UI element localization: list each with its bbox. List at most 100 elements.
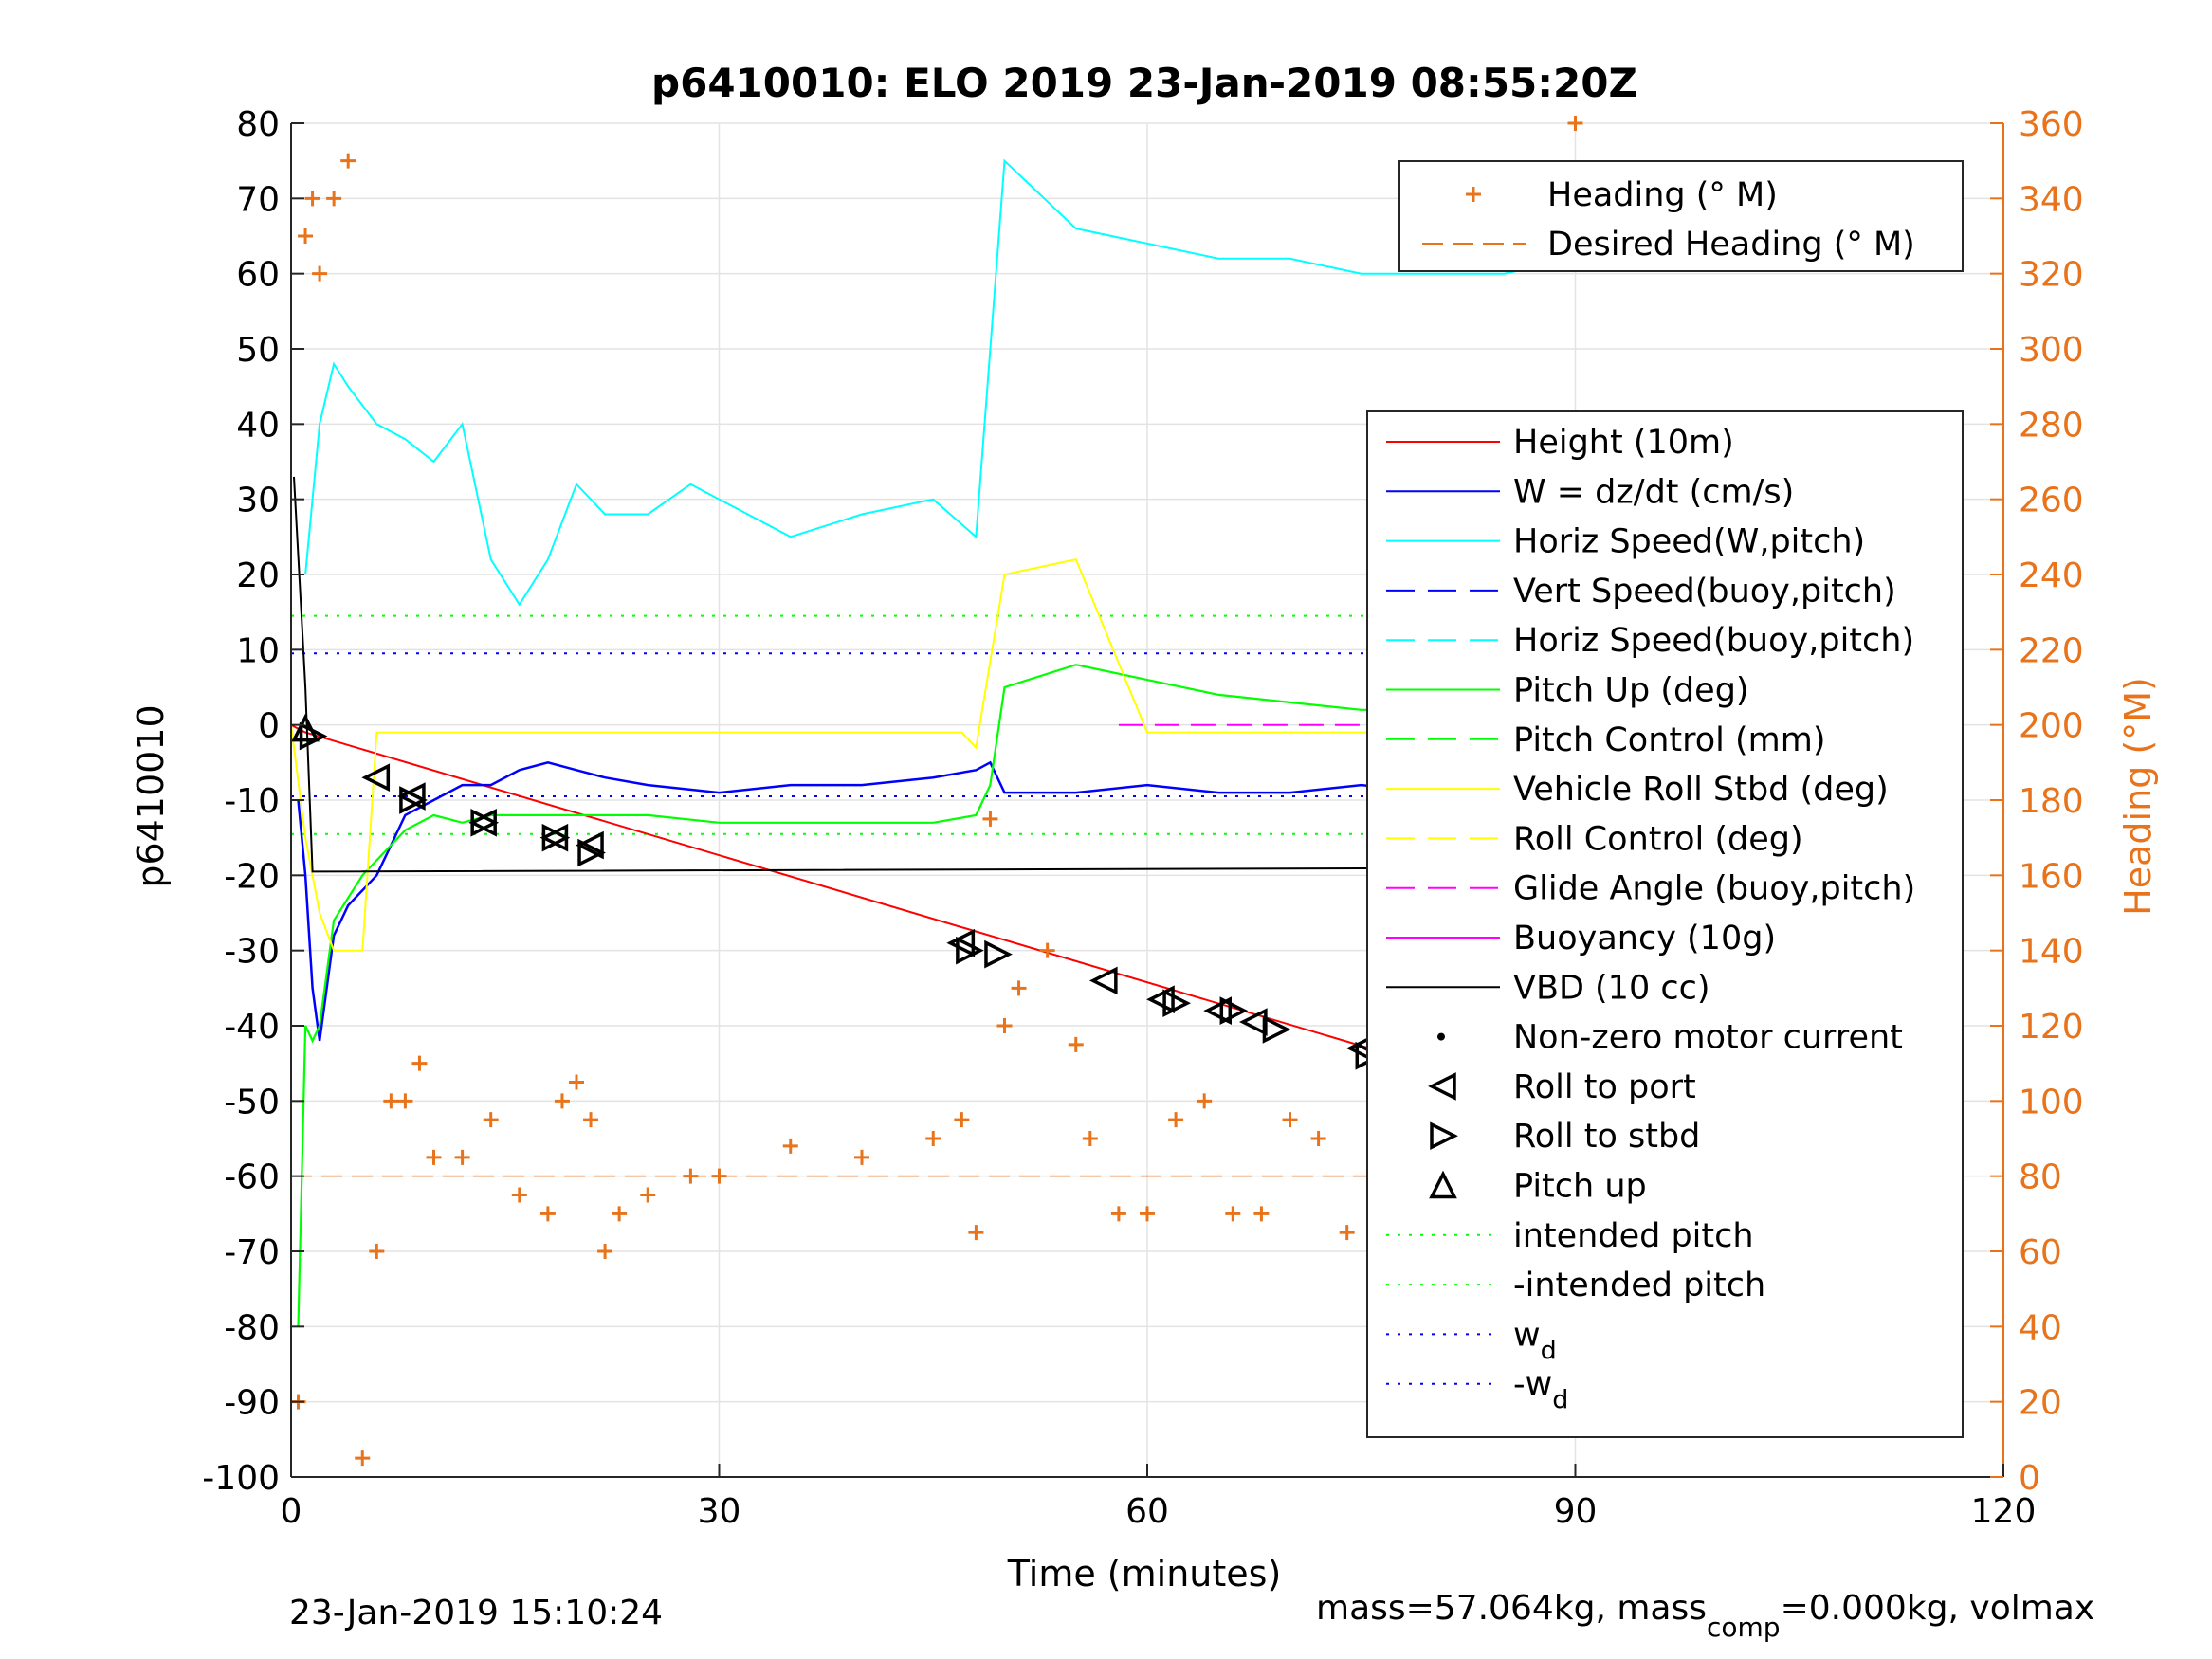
y-right-tick-label-17: 20: [2019, 1384, 2062, 1423]
roll-stbd-marker-9: [1262, 1015, 1291, 1044]
y-right-tick-label-3: 300: [2019, 331, 2084, 370]
legend-main-label-2: Horiz Speed(W,pitch): [1513, 523, 1865, 561]
y-right-tick-label-11: 140: [2019, 933, 2084, 972]
heading-point-26: [925, 1131, 941, 1146]
y-right-tick-label-0: 360: [2019, 105, 2084, 144]
heading-point-37: [1168, 1112, 1184, 1128]
legend-main-label-15: Pitch up: [1513, 1168, 1647, 1206]
legend-main-label-9: Glide Angle (buoy,pitch): [1513, 870, 1915, 908]
roll-stbd-marker-7: [1162, 989, 1192, 1018]
heading-point-17: [569, 1074, 584, 1090]
legend-main-label-11: VBD (10 cc): [1513, 969, 1710, 1007]
heading-point-1: [298, 228, 314, 244]
roll-port-marker-8: [1203, 996, 1232, 1025]
y-tick-label-7: 10: [236, 631, 280, 670]
roll-stbd-marker-8: [1219, 996, 1249, 1025]
y-tick-label-6: 20: [236, 556, 280, 595]
heading-point-25: [854, 1149, 869, 1165]
legend-main-swatch-15: [1429, 1170, 1457, 1199]
axes: 0 30 60 90 12080706050403020100-10-20-30-40-…: [202, 105, 2083, 1531]
y-tick-label-8: 0: [258, 707, 280, 746]
footer-mass-sub: comp: [1707, 1612, 1781, 1643]
legend-top-swatch-0: [1466, 187, 1481, 202]
legend-main-swatch-12: [1437, 1032, 1445, 1041]
legend-main-swatch-14: [1430, 1121, 1458, 1151]
heading-point-16: [554, 1093, 570, 1109]
heading-point-13: [483, 1112, 499, 1128]
legend-top-box: [1398, 160, 1964, 272]
roll-stbd-marker-2: [470, 808, 500, 837]
heading-point-19: [597, 1244, 613, 1259]
roll-stbd-marker-1: [399, 786, 428, 814]
roll-port-marker-5: [946, 928, 976, 957]
y-right-tick-label-8: 200: [2019, 707, 2084, 746]
legend-main-label-12: Non-zero motor current: [1513, 1019, 1903, 1057]
heading-point-15: [539, 1206, 556, 1222]
legend-main-label-5: Pitch Up (deg): [1513, 672, 1749, 710]
y-axis-label: p6410010: [130, 704, 172, 887]
series-line-3: [297, 664, 1576, 1327]
y-right-tick-label-12: 120: [2019, 1008, 2084, 1047]
heading-point-11: [426, 1149, 442, 1165]
y-right-tick-label-10: 160: [2019, 857, 2084, 896]
heading-point-3: [312, 265, 328, 282]
y-right-tick-label-4: 280: [2019, 406, 2084, 445]
legend-top-label-1: Desired Heading (° M): [1547, 226, 1915, 264]
y-tick-label-16: -80: [224, 1308, 280, 1347]
roll-port-marker-1: [397, 782, 426, 811]
y-right-tick-label-15: 60: [2019, 1233, 2062, 1272]
x-axis-label: Time (minutes): [1007, 1553, 1282, 1595]
chart-title: p6410010: ELO 2019 23-Jan-2019 08:55:20Z: [651, 60, 1637, 106]
legend-main-label-8: Roll Control (deg): [1513, 820, 1803, 858]
x-tick-label-2: 60: [1125, 1492, 1169, 1531]
heading-point-21: [640, 1187, 656, 1203]
heading-point-29: [982, 811, 998, 827]
heading-point-8: [383, 1093, 399, 1109]
legend-main: Height (10m) W = dz/dt (cm/s) Horiz Speed(…: [1366, 410, 1964, 1438]
y-tick-label-12: -40: [224, 1008, 280, 1047]
y-right-tick-label-7: 220: [2019, 631, 2084, 670]
y-tick-label-18: -100: [202, 1459, 280, 1498]
footer-timestamp: 23-Jan-2019 15:10:24: [289, 1594, 663, 1632]
y-tick-label-9: -10: [224, 782, 280, 821]
footer-mass-prefix: mass=57.064kg, mass: [1316, 1589, 1707, 1628]
y-right-tick-label-14: 80: [2019, 1158, 2062, 1197]
y-tick-label-13: -50: [224, 1083, 280, 1121]
legend-main-label-14: Roll to stbd: [1513, 1118, 1700, 1156]
legend-main-subscript-18: d: [1541, 1336, 1557, 1365]
heading-point-2: [304, 191, 320, 207]
x-tick-label-4: 120: [1971, 1492, 2037, 1531]
y-right-tick-label-9: 180: [2019, 782, 2084, 821]
y-tick-label-11: -30: [224, 933, 280, 972]
y-tick-label-4: 40: [236, 406, 280, 445]
y-right-tick-label-5: 260: [2019, 482, 2084, 520]
heading-point-43: [1339, 1225, 1355, 1241]
heading-point-22: [683, 1168, 699, 1184]
heading-point-20: [612, 1206, 628, 1222]
footer-mass-info: mass=57.064kg, masscomp=0.000kg, volmax: [1316, 1589, 2094, 1643]
heading-point-28: [968, 1225, 984, 1241]
legend-main-label-16: intended pitch: [1513, 1217, 1754, 1255]
heading-point-38: [1197, 1093, 1213, 1109]
series-line-4: [290, 557, 1547, 952]
legend-main-label-17: -intended pitch: [1513, 1267, 1765, 1304]
heading-point-9: [397, 1093, 413, 1109]
pitch-up-marker-0: [291, 713, 320, 742]
heading-point-39: [1225, 1206, 1241, 1222]
heading-point-32: [1039, 942, 1055, 958]
legend-main-label-0: Height (10m): [1513, 424, 1734, 462]
legend-main-label-7: Vehicle Roll Stbd (deg): [1513, 771, 1889, 809]
roll-stbd-marker-6: [984, 939, 1013, 969]
series-line-1: [297, 760, 1576, 1042]
y-right-tick-label-18: 0: [2019, 1459, 2040, 1498]
heading-point-42: [1310, 1131, 1326, 1146]
roll-port-marker-0: [361, 763, 391, 793]
series-line-2: [304, 158, 1576, 607]
heading-point-24: [782, 1138, 798, 1154]
y-right-tick-label-13: 100: [2019, 1083, 2084, 1121]
legend-main-label-1: W = dz/dt (cm/s): [1513, 473, 1794, 511]
heading-point-23: [711, 1168, 727, 1184]
legend-main-swatch-13: [1428, 1072, 1456, 1101]
y-tick-label-17: -90: [224, 1384, 280, 1423]
